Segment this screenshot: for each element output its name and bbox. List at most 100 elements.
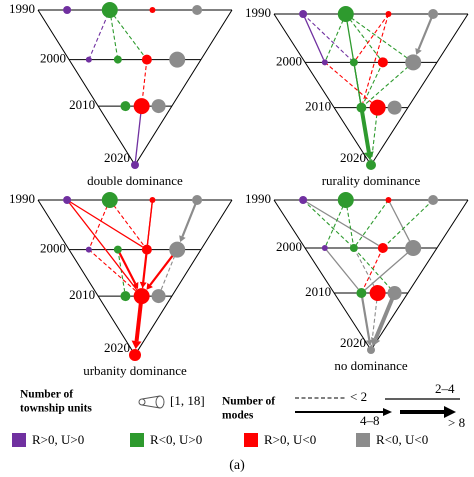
year-label: 2000: [276, 239, 302, 254]
year-label: 2010: [305, 99, 331, 114]
flow-arrow: [131, 340, 142, 350]
node: [367, 346, 375, 354]
class-label: R<0, U<0: [376, 432, 428, 447]
node: [349, 58, 358, 67]
mode-label: > 8: [448, 415, 465, 430]
node: [169, 241, 186, 258]
node: [369, 99, 386, 116]
year-label: 2010: [305, 284, 331, 299]
flow-edge: [364, 247, 414, 291]
node: [356, 288, 367, 298]
flow-edge: [363, 247, 384, 289]
node: [337, 6, 354, 22]
node: [120, 291, 131, 302]
flow-edge: [364, 61, 414, 105]
class-label: R>0, U<0: [264, 432, 316, 447]
flow-edge: [362, 13, 389, 103]
flow-edge: [88, 249, 136, 292]
node: [385, 11, 392, 17]
flow-edge: [355, 13, 389, 60]
flow-edge: [345, 13, 408, 59]
year-label: 2010: [69, 97, 95, 112]
node: [63, 6, 72, 14]
year-label: 2020: [104, 340, 130, 355]
node: [337, 192, 354, 208]
flow-edge: [353, 247, 391, 289]
flow-edge: [370, 292, 379, 347]
flow-edge: [302, 13, 325, 60]
year-label: 1990: [245, 5, 271, 20]
node: [377, 57, 388, 68]
node: [141, 244, 152, 255]
flow-edge: [387, 199, 411, 242]
size-icon: [138, 395, 165, 409]
flow-arrow: [370, 337, 381, 347]
flow-edge: [142, 249, 148, 283]
triangle: [273, 199, 469, 351]
node: [133, 98, 150, 115]
node: [129, 349, 141, 361]
flow-edge: [88, 17, 108, 60]
flow-edge: [324, 61, 372, 103]
panel-title: double dominance: [87, 173, 183, 188]
modes-legend-title: Number of: [222, 396, 275, 408]
node: [85, 246, 92, 253]
year-label: 1990: [9, 191, 35, 206]
node: [377, 243, 388, 253]
triangle: [273, 13, 469, 166]
node: [141, 54, 152, 65]
flow-edge: [345, 13, 381, 59]
class-swatch: [356, 433, 370, 447]
panel: 1990 2000 2010 2020 rurality dominance: [245, 5, 469, 188]
flow-edge: [302, 13, 352, 60]
triangle: [37, 9, 233, 166]
flow-edge: [360, 292, 371, 341]
panel-title: urbanity dominance: [83, 363, 187, 378]
node: [101, 2, 118, 18]
node: [149, 7, 156, 13]
panel: 1990 2000 2010 2020 urbanity dominance: [9, 191, 233, 378]
year-label: 1990: [245, 191, 271, 206]
node: [63, 196, 72, 204]
flow-arrow: [365, 339, 373, 347]
node: [192, 195, 203, 205]
node: [366, 160, 376, 170]
flow-edge: [109, 9, 145, 56]
node: [113, 55, 122, 64]
flow-edge: [371, 107, 379, 161]
flow-edge: [324, 247, 359, 290]
node: [299, 10, 308, 18]
panels: 1990 2000 2010 2020 double dominance 1990 2000…: [9, 1, 469, 378]
size-legend-title: township units: [20, 403, 92, 415]
class-swatch: [12, 433, 26, 447]
mode-arrow: [444, 406, 456, 418]
year-label: 2000: [276, 53, 302, 68]
year-label: 2000: [40, 51, 66, 66]
panel: 1990 2000 2010 2020 double dominance: [9, 1, 233, 188]
flow-edge: [353, 247, 375, 287]
panel: 1990 2000 2010 2020 no dominance: [245, 191, 469, 373]
flow-edge: [89, 199, 111, 248]
flow-edge: [109, 199, 145, 246]
node: [387, 286, 402, 300]
size-legend-title: Number of: [20, 389, 73, 401]
node: [151, 99, 166, 114]
node: [149, 197, 156, 203]
node: [321, 245, 328, 251]
node: [299, 196, 308, 204]
flow-arrow: [179, 235, 186, 243]
node: [85, 56, 92, 63]
class-label: R>0, U>0: [32, 432, 84, 447]
modes-legend-title: modes: [222, 410, 254, 422]
node: [120, 101, 131, 112]
node: [356, 102, 367, 113]
node: [133, 288, 150, 305]
flow-edge: [141, 59, 148, 99]
caption: (a): [229, 458, 245, 473]
mode-arrow: [383, 408, 392, 416]
node: [113, 245, 122, 254]
node: [369, 285, 386, 301]
node: [131, 161, 139, 169]
year-label: 2010: [69, 287, 95, 302]
node: [349, 244, 358, 252]
